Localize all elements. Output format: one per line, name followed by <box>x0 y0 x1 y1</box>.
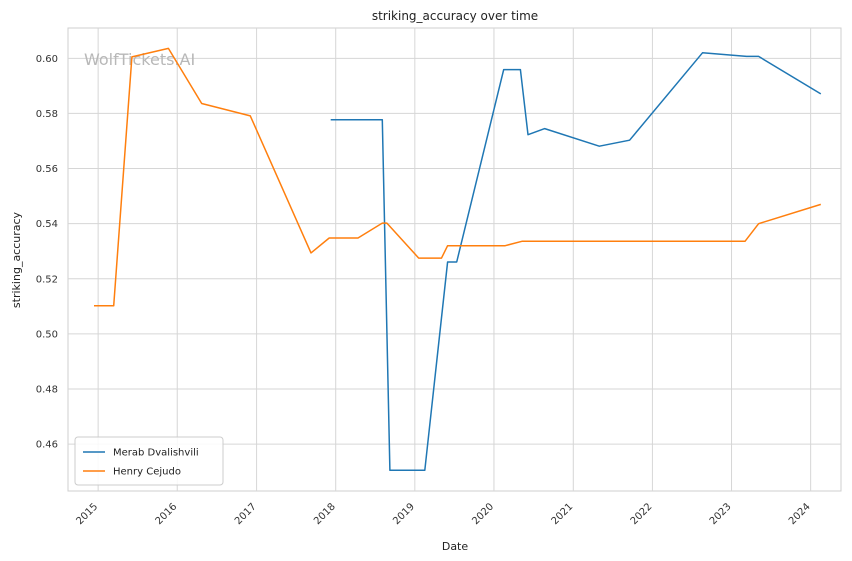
y-tick-label: 0.56 <box>36 164 58 175</box>
y-tick-label: 0.54 <box>36 219 58 230</box>
y-tick-label: 0.46 <box>36 440 58 451</box>
watermark: WolfTickets.AI <box>84 50 195 69</box>
x-axis-label: Date <box>442 540 469 553</box>
plot-area <box>67 27 842 492</box>
x-tick-label: 2023 <box>708 501 734 527</box>
y-tick-label: 0.48 <box>36 385 58 396</box>
x-tick-labels: 2015 2016 2017 2018 2019 2020 2021 2022 2023 2024 <box>74 501 812 527</box>
legend-label: Henry Cejudo <box>113 467 181 478</box>
x-tick-label: 2022 <box>629 501 655 527</box>
y-tick-labels: 0.46 0.48 0.50 0.52 0.54 0.56 0.58 0.60 <box>36 54 58 451</box>
y-tick-label: 0.58 <box>36 109 58 120</box>
legend: Merab Dvalishvili Henry Cejudo <box>74 436 224 486</box>
legend-box <box>74 436 224 486</box>
x-tick-label: 2019 <box>391 501 417 527</box>
y-tick-label: 0.52 <box>36 274 58 285</box>
x-tick-label: 2018 <box>312 501 338 527</box>
series-line-1 <box>94 47 822 307</box>
y-axis-label: striking_accuracy <box>10 211 23 308</box>
series-line-0 <box>330 52 822 472</box>
x-tick-label: 2017 <box>233 501 259 527</box>
x-tick-label: 2015 <box>74 501 100 527</box>
chart-title: striking_accuracy over time <box>372 9 538 23</box>
y-tick-label: 0.50 <box>36 329 58 340</box>
x-tick-label: 2024 <box>787 501 813 527</box>
series-layer <box>94 47 822 472</box>
legend-label: Merab Dvalishvili <box>113 448 199 459</box>
x-tick-label: 2016 <box>154 501 180 527</box>
y-tick-label: 0.60 <box>36 54 58 65</box>
x-tick-label: 2021 <box>550 501 576 527</box>
x-tick-label: 2020 <box>470 501 496 527</box>
